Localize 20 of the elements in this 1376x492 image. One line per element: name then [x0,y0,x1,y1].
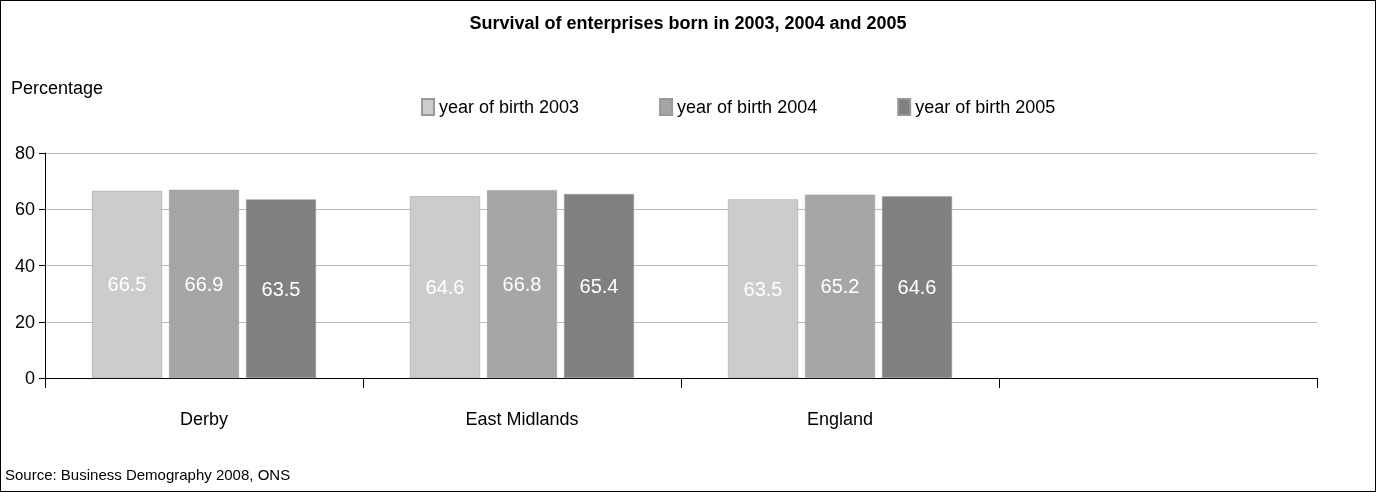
data-label: 65.4 [579,275,619,298]
data-label: 66.8 [502,273,542,296]
data-label: 63.5 [261,277,301,300]
x-tick-label: East Midlands [465,409,579,429]
data-label: 65.2 [820,275,860,298]
y-tick-label: 80 [14,143,35,163]
legend-label: year of birth 2003 [439,97,580,117]
legend-label: year of birth 2005 [915,97,1056,117]
y-tick-label: 40 [14,255,35,276]
y-tick-label: 60 [14,199,35,220]
y-tick-label: 20 [14,311,35,332]
y-axis-title: Percentage [11,78,104,98]
chart-title: Survival of enterprises born in 2003, 2004 and 2005 [469,13,907,33]
x-tick-label: England [806,409,874,429]
legend-label: year of birth 2004 [677,97,818,117]
source-note: Source: Business Demography 2008, ONS [5,466,291,483]
x-tick-label: Derby [179,409,229,429]
data-label: 66.9 [184,272,224,295]
y-tick-label: 0 [24,368,35,388]
data-label: 64.6 [897,276,937,299]
